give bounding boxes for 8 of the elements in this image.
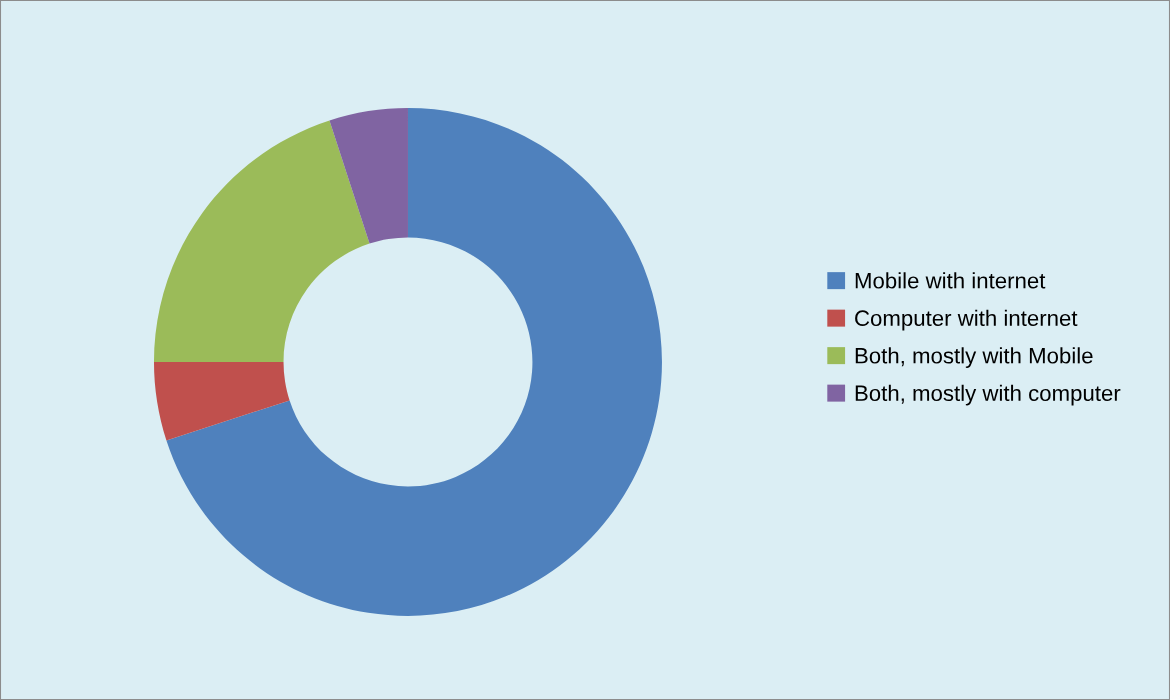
- donut-slice: [153, 120, 370, 362]
- donut-slice: [166, 107, 662, 616]
- legend-label: Both, mostly with Mobile: [855, 347, 1093, 368]
- legend-label: Computer with internet: [855, 309, 1078, 331]
- legend-label: Both, mostly with computer: [855, 384, 1121, 406]
- donut-slice: [329, 107, 408, 244]
- donut-slice: [153, 361, 290, 441]
- legend-label: Mobile with internet: [855, 272, 1046, 289]
